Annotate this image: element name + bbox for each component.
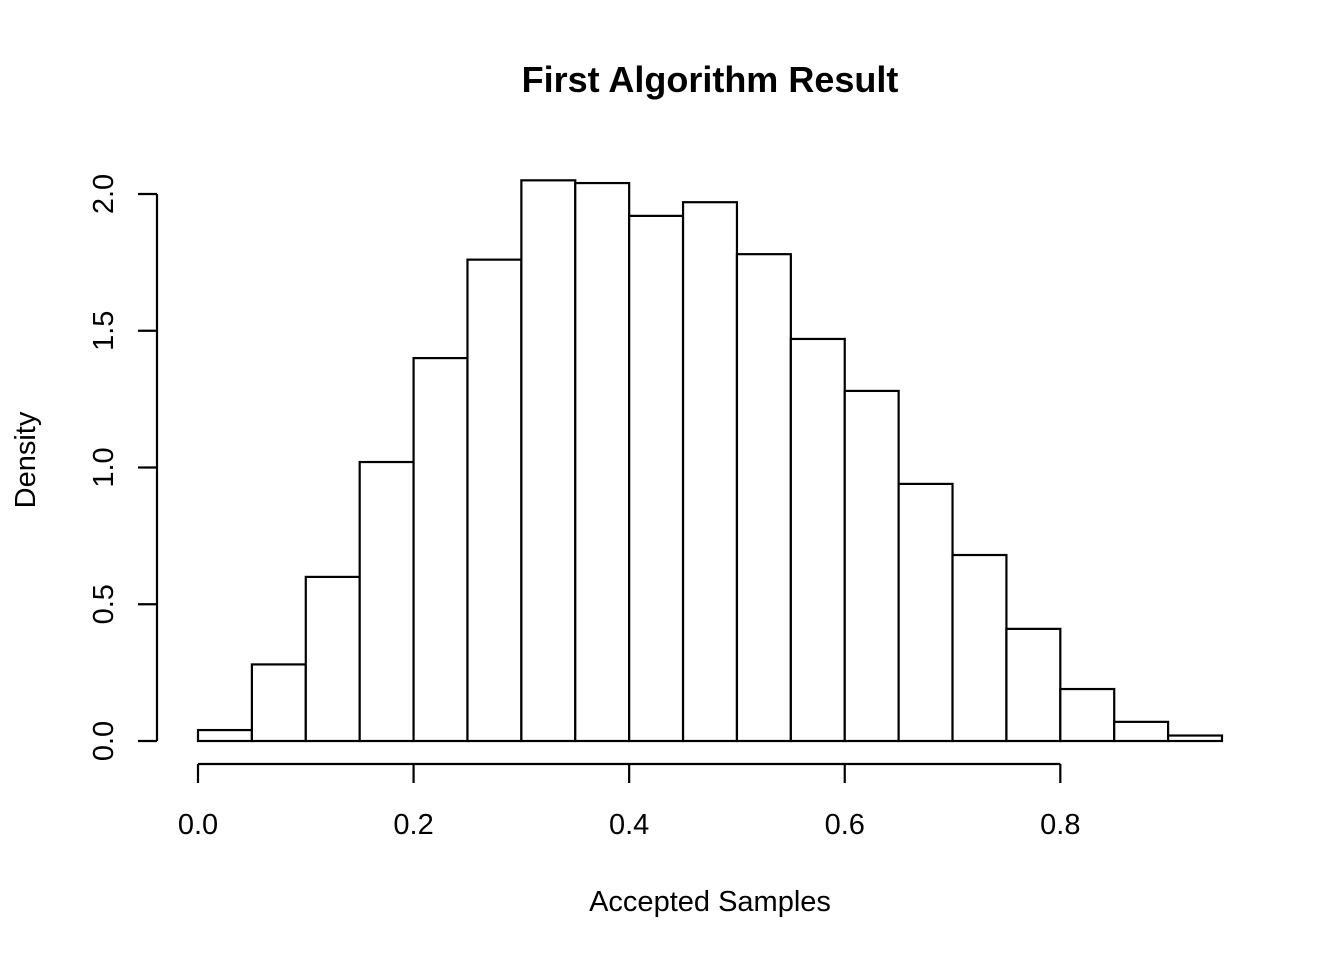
- histogram-bar: [466, 258, 523, 743]
- y-tick-label: 2.0: [88, 174, 120, 214]
- histogram-bar: [358, 460, 415, 743]
- y-tick-label: 1.5: [88, 311, 120, 351]
- histogram-bar: [304, 575, 361, 743]
- histogram-bar: [412, 357, 469, 743]
- histogram-bar: [1059, 687, 1116, 743]
- histogram-bar: [628, 214, 685, 743]
- histogram-bar: [196, 728, 253, 743]
- x-tick-label: 0.2: [393, 809, 433, 841]
- x-axis: 0.0 0.2 0.4 0.6 0.8: [178, 762, 1080, 841]
- x-tick-label: 0.8: [1040, 809, 1080, 841]
- histogram-bar: [843, 389, 900, 743]
- y-axis: 0.0 0.5 1.0 1.5 2.0: [88, 174, 159, 761]
- histogram-bars: [196, 179, 1224, 743]
- histogram-bar: [897, 482, 954, 743]
- x-tick-label: 0.6: [825, 809, 865, 841]
- y-tick-label: 0.5: [88, 584, 120, 624]
- x-tick-label: 0.0: [178, 809, 218, 841]
- histogram-bar: [250, 663, 307, 743]
- histogram-bar: [1005, 627, 1062, 743]
- x-axis-label: Accepted Samples: [589, 886, 831, 918]
- histogram-bar: [1113, 720, 1170, 743]
- histogram-bar: [735, 253, 792, 743]
- histogram-bar: [951, 553, 1008, 743]
- chart-title: First Algorithm Result: [522, 59, 899, 100]
- histogram-bar: [574, 181, 631, 743]
- histogram-bar: [520, 179, 577, 743]
- y-axis-label: Density: [10, 411, 42, 508]
- histogram-bar: [1167, 734, 1224, 743]
- y-tick-label: 1.0: [88, 447, 120, 487]
- histogram-bar: [789, 337, 846, 743]
- x-tick-label: 0.4: [609, 809, 649, 841]
- y-tick-label: 0.0: [88, 721, 120, 761]
- histogram-bar: [681, 201, 739, 743]
